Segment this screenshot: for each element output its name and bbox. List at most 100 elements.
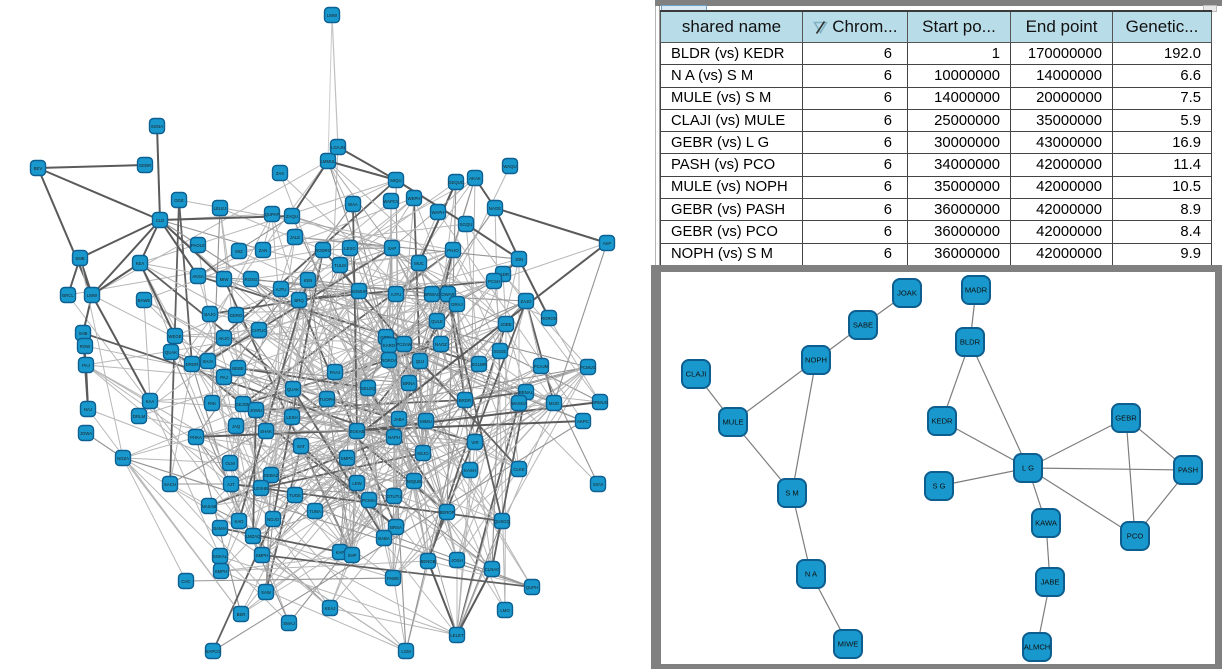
svg-text:DRMUG: DRMUG <box>592 400 609 405</box>
svg-text:GEBR: GEBR <box>139 163 151 168</box>
svg-text:QULE: QULE <box>431 319 443 324</box>
svg-text:DRAJ: DRAJ <box>451 302 462 307</box>
svg-text:WAPH: WAPH <box>432 210 445 215</box>
svg-text:JABA: JABA <box>394 417 405 422</box>
svg-text:KAO: KAO <box>234 519 244 524</box>
svg-text:WAA: WAA <box>348 202 358 207</box>
svg-text:KAP: KAP <box>336 550 345 555</box>
svg-text:QUPAP: QUPAP <box>265 212 280 217</box>
svg-text:AKSA: AKSA <box>192 274 204 279</box>
svg-text:AKAK: AKAK <box>469 176 481 181</box>
svg-text:GELEQ: GELEQ <box>361 386 376 391</box>
svg-text:KAA: KAA <box>146 399 155 404</box>
svg-text:JOAK: JOAK <box>897 289 917 298</box>
svg-text:NASAB: NASAB <box>202 504 217 509</box>
svg-text:LMZAQ: LMZAQ <box>246 534 261 539</box>
svg-text:BRSA: BRSA <box>390 525 402 530</box>
svg-text:ZAJO: ZAJO <box>521 299 533 304</box>
svg-text:SAT: SAT <box>297 444 305 449</box>
svg-text:MADR: MADR <box>965 286 988 295</box>
svg-text:SAMIA: SAMIA <box>213 526 227 531</box>
svg-text:BRCL: BRCL <box>62 293 74 298</box>
svg-text:BEBE: BEBE <box>232 366 244 371</box>
svg-text:SGKAL: SGKAL <box>213 554 228 559</box>
svg-text:SMPH: SMPH <box>256 553 268 558</box>
svg-text:BER: BER <box>237 612 246 617</box>
svg-text:DRDR: DRDR <box>186 362 198 367</box>
svg-text:JOMU: JOMU <box>250 408 262 413</box>
svg-text:PAJ: PAJ <box>82 363 90 368</box>
svg-text:PCSH: PCSH <box>488 279 500 284</box>
svg-text:KEAJ: KEAJ <box>325 606 336 611</box>
svg-text:SMB: SMB <box>75 256 84 261</box>
svg-text:JOBE: JOBE <box>500 322 511 327</box>
svg-text:BLDR: BLDR <box>960 338 981 347</box>
svg-text:WEGE: WEGE <box>168 334 181 339</box>
svg-text:SAW: SAW <box>261 590 272 595</box>
svg-text:WAPCV: WAPCV <box>383 199 399 204</box>
svg-text:KAWA: KAWA <box>1035 519 1058 528</box>
svg-text:TULM: TULM <box>334 263 346 268</box>
svg-text:NAPCG: NAPCG <box>205 649 221 654</box>
svg-text:LELET: LELET <box>450 633 464 638</box>
svg-text:SGKAB: SGKAB <box>350 429 365 434</box>
svg-text:SGNA: SGNA <box>151 124 163 129</box>
svg-text:LMW: LMW <box>87 293 98 298</box>
svg-text:NOJO: NOJO <box>267 517 280 522</box>
svg-text:KARO: KARO <box>383 343 396 348</box>
svg-text:ZAS: ZAS <box>276 171 284 176</box>
svg-text:NOPH: NOPH <box>805 356 827 365</box>
svg-text:JABE: JABE <box>1041 578 1060 587</box>
svg-text:AKJO: AKJO <box>218 336 230 341</box>
svg-text:MUC: MUC <box>414 261 424 266</box>
svg-text:SACH: SACH <box>164 482 176 487</box>
svg-text:NOZA: NOZA <box>117 456 129 461</box>
svg-text:ROSG: ROSG <box>245 277 258 282</box>
svg-text:TUGE: TUGE <box>289 493 301 498</box>
svg-text:BAJO: BAJO <box>204 312 216 317</box>
svg-text:SGVI: SGVI <box>593 482 603 487</box>
svg-text:SHJA: SHJA <box>203 359 214 364</box>
svg-text:WAQU: WAQU <box>503 164 516 169</box>
svg-text:MIJO: MIJO <box>549 401 560 406</box>
svg-text:SGMUP: SGMUP <box>351 289 367 294</box>
svg-text:ZAN: ZAN <box>259 248 268 253</box>
svg-text:BABA: BABA <box>378 536 390 541</box>
svg-text:NAOZ: NAOZ <box>435 342 447 347</box>
svg-text:AJT: AJT <box>227 482 235 487</box>
svg-text:PCMUG: PCMUG <box>580 365 597 370</box>
svg-text:PAJ: PAJ <box>220 375 228 380</box>
svg-text:JOSH: JOSH <box>451 558 462 563</box>
svg-text:AKPC: AKPC <box>577 419 589 424</box>
svg-text:QUSGQ: QUSGQ <box>494 519 511 524</box>
svg-text:OLM: OLM <box>225 461 235 466</box>
svg-text:ROROA: ROROA <box>381 358 397 363</box>
svg-text:PAWE: PAWE <box>387 576 399 581</box>
svg-text:PCMIA: PCMIA <box>362 498 376 503</box>
svg-text:JALE: JALE <box>290 235 300 240</box>
svg-text:WEPH: WEPH <box>408 196 421 201</box>
svg-text:QUAK: QUAK <box>165 350 177 355</box>
svg-text:L G: L G <box>1022 464 1034 473</box>
svg-text:PAAJ: PAAJ <box>330 370 340 375</box>
svg-text:PCAJM: PCAJM <box>534 364 549 369</box>
svg-text:RODRG: RODRG <box>315 248 332 253</box>
svg-text:PAK: PAK <box>208 401 216 406</box>
svg-text:OGE: OGE <box>174 198 184 203</box>
svg-text:SMPC: SMPC <box>341 456 353 461</box>
svg-text:BENOB: BENOB <box>420 559 435 564</box>
svg-text:PAOLE: PAOLE <box>191 243 205 248</box>
svg-text:CLD: CLD <box>156 218 165 223</box>
svg-text:SGGE: SGGE <box>494 349 507 354</box>
svg-text:WASGA: WASGA <box>511 401 527 406</box>
svg-text:SGQU: SGQU <box>460 222 473 227</box>
svg-text:BRQ: BRQ <box>294 298 304 303</box>
svg-text:KASH: KASH <box>464 468 476 473</box>
svg-text:ROW: ROW <box>80 344 91 349</box>
svg-text:RORON: RORON <box>541 316 557 321</box>
svg-text:CLKE: CLKE <box>513 467 524 472</box>
svg-text:NAPH: NAPH <box>388 435 400 440</box>
svg-text:JAQ: JAQ <box>232 424 241 429</box>
svg-text:SMAJ: SMAJ <box>283 621 294 626</box>
svg-text:BRDR: BRDR <box>459 398 471 403</box>
